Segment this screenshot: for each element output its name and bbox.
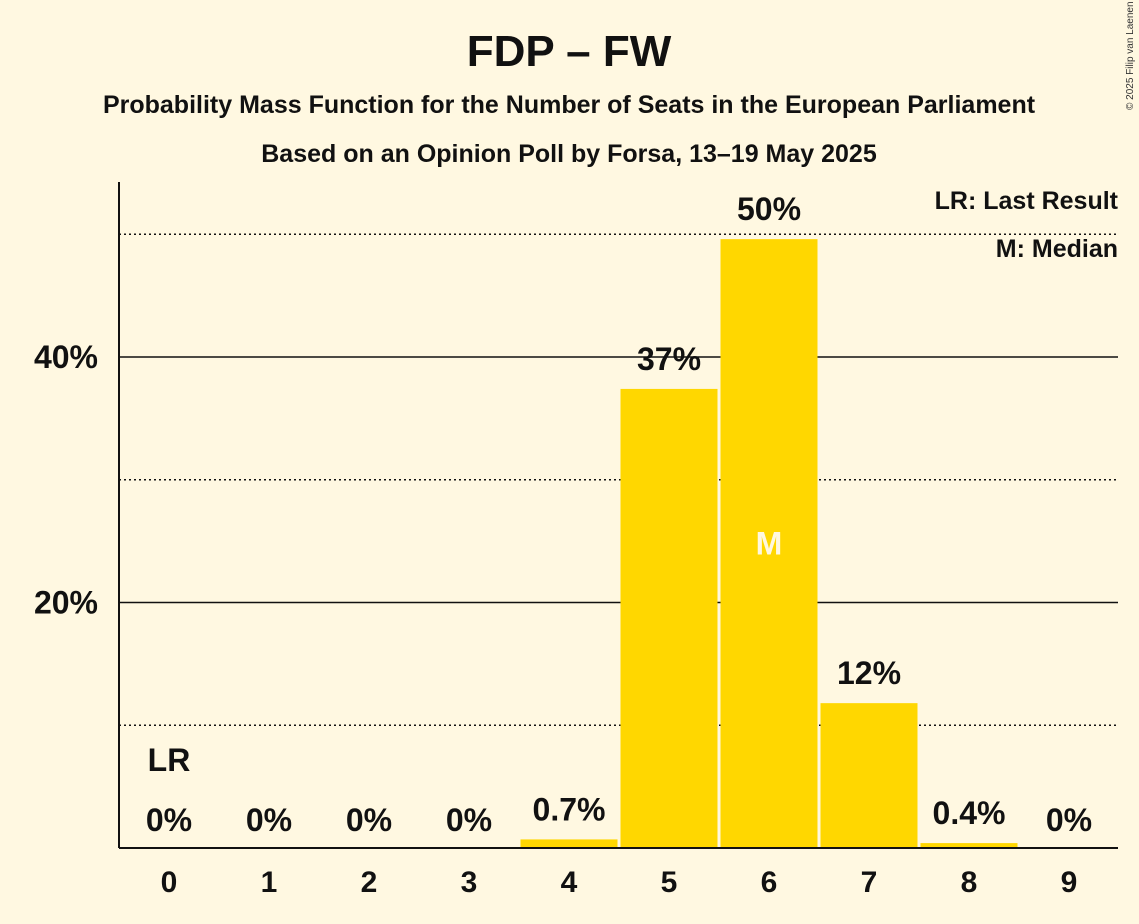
data-label-seat-4: 0.7% (533, 791, 606, 827)
x-tick-label: 0 (161, 866, 178, 899)
bar-seat-8 (920, 843, 1018, 848)
y-tick-label: 20% (34, 585, 98, 621)
data-label-seat-9: 0% (1046, 802, 1092, 838)
x-tick-label: 6 (761, 866, 778, 899)
copyright-notice: © 2025 Filip van Laenen (1125, 1, 1136, 110)
data-label-seat-7: 12% (837, 655, 901, 691)
x-tick-label: 1 (261, 866, 278, 899)
y-tick-label: 40% (34, 339, 98, 375)
x-tick-label: 7 (861, 866, 878, 899)
data-label-seat-2: 0% (346, 802, 392, 838)
data-label-seat-1: 0% (246, 802, 292, 838)
legend-last-result: LR: Last Result (935, 187, 1119, 215)
data-label-seat-3: 0% (446, 802, 492, 838)
bar-seat-5 (620, 388, 718, 848)
x-tick-label: 5 (661, 866, 678, 899)
bar-seat-4 (520, 839, 618, 848)
last-result-marker: LR (148, 742, 191, 778)
x-tick-label: 3 (461, 866, 478, 899)
data-labels: 0% 0 LR 0% 1 0% 2 0% 3 0.7% 4 37% 5 50% 6 M 12% 7 0.4% 8 0% 9 (146, 186, 1092, 899)
bars (520, 239, 1018, 848)
x-tick-label: 2 (361, 866, 378, 899)
legend-median: M: Median (996, 235, 1118, 263)
axes (118, 182, 1118, 849)
bar-seat-6 (720, 239, 818, 848)
chart-title: FDP – FW (467, 27, 672, 76)
gridlines: 20% 40% (34, 233, 1118, 726)
chart-subtitle: Probability Mass Function for the Number… (103, 91, 1036, 119)
data-label-seat-6: 50% (737, 191, 801, 227)
x-tick-label: 8 (961, 866, 978, 899)
data-label-seat-8: 0.4% (933, 795, 1006, 831)
x-tick-label: 9 (1061, 866, 1078, 899)
data-label-seat-0: 0% (146, 802, 192, 838)
median-marker: M (756, 526, 783, 562)
bar-seat-7 (820, 703, 918, 848)
chart-subtitle-source: Based on an Opinion Poll by Forsa, 13–19… (261, 140, 877, 168)
data-label-seat-5: 37% (637, 341, 701, 377)
data-label-background (721, 186, 817, 231)
x-tick-label: 4 (561, 866, 578, 899)
